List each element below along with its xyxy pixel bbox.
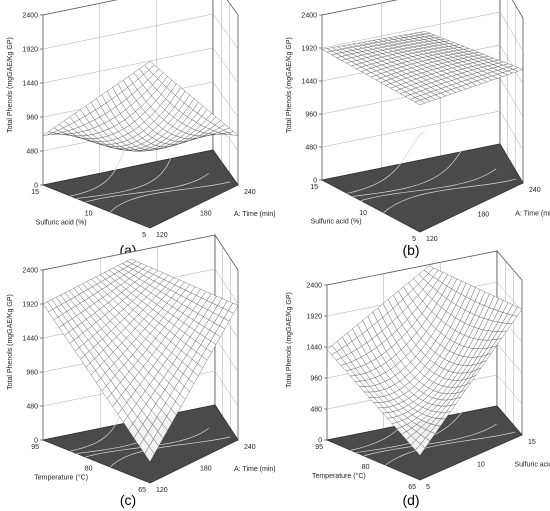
z-tick-label: 960 [305, 112, 317, 119]
floor-contour-plane [320, 143, 524, 233]
x-axis-label: A: Time (min) [515, 210, 550, 217]
contour-line [85, 172, 209, 203]
y-tick-label: 65 [138, 487, 146, 494]
contour-line [383, 178, 516, 213]
z-tick-label: 2400 [22, 268, 38, 275]
y-tick-label: 5 [142, 232, 146, 239]
y-axis-label: Sulfuric acid (%) [311, 218, 362, 225]
y-tick-label: 80 [85, 466, 93, 473]
z-tick-label: 960 [26, 115, 38, 122]
surface-mesh [321, 31, 524, 105]
z-tick-label: 480 [26, 149, 38, 156]
x-tick-label: 120 [156, 232, 168, 239]
x-tick-label: 120 [156, 487, 168, 494]
y-tick-label: 65 [408, 484, 416, 491]
x-axis-label: A: Time (min) [234, 211, 276, 218]
right-back-wall [496, 249, 523, 437]
y-tick-label: 80 [362, 464, 370, 471]
x-axis-label: A: Time (min) [234, 466, 276, 473]
z-tick-label: 1440 [22, 336, 38, 343]
floor-contour-plane [41, 149, 239, 229]
z-tick-label: 1440 [301, 79, 317, 86]
z-tick-label: 480 [310, 407, 322, 414]
x-axis-label: Sulfuric acid (%) [515, 461, 550, 468]
contour-line [363, 423, 497, 457]
y-tick-label: 95 [31, 444, 39, 451]
contour-line [76, 157, 172, 199]
y-axis-label: Temperature (°C) [34, 473, 88, 481]
y-axis-label: Sulfuric acid (%) [36, 219, 87, 226]
contour-line [352, 150, 462, 197]
z-tick-label: 0 [313, 178, 317, 185]
y-tick-label: 5 [412, 236, 416, 243]
x-tick-label: 180 [200, 211, 212, 218]
y-tick-label: 15 [31, 189, 39, 196]
contour-line [385, 431, 516, 466]
surface-chart-a: 0 480 960 1440 1920 2400 Total Phenols (mgGAE/… [7, 0, 276, 258]
surface-cell [512, 67, 524, 72]
x-tick-label: 180 [478, 212, 490, 219]
z-tick-label: 1440 [306, 345, 322, 352]
y-tick-label: 10 [85, 211, 93, 218]
surface-mesh [42, 61, 239, 152]
panel-label: (c) [120, 492, 136, 508]
z-tick-label: 960 [26, 370, 38, 377]
z-tick-label: 2400 [22, 13, 38, 20]
z-tick-label: 1440 [22, 81, 38, 88]
z-tick-label: 480 [26, 404, 38, 411]
x-tick-label: 5 [426, 484, 430, 491]
surface-mesh [42, 258, 239, 463]
panel-label: (b) [402, 242, 419, 258]
z-tick-label: 1920 [22, 302, 38, 309]
x-tick-label: 180 [200, 466, 212, 473]
contour-line [110, 181, 231, 213]
x-tick-label: 240 [244, 189, 256, 196]
z-tick-label: 1920 [22, 47, 38, 54]
surface-cell [228, 302, 239, 314]
z-tick-label: 2400 [306, 283, 322, 290]
surface-chart-b: 0 480 960 1440 1920 2400 Total Phenols (mgGAE/… [286, 0, 550, 258]
z-tick-label: 1920 [306, 314, 322, 321]
x-tick-label: 240 [244, 444, 256, 451]
contour-line [70, 141, 132, 197]
surface-chart-c: 0 480 960 1440 1920 2400 Total Phenols (mgGAE/… [7, 233, 276, 508]
z-tick-label: 0 [34, 438, 38, 445]
z-tick-label: 960 [310, 376, 322, 383]
surface-mesh [326, 265, 523, 456]
surface-cell [227, 131, 239, 136]
y-tick-label: 15 [310, 184, 318, 191]
x-tick-label: 240 [529, 187, 541, 194]
z-tick-label: 480 [305, 145, 317, 152]
z-axis-label: Total Phenols (mgGAE/Kg GP) [286, 37, 293, 133]
y-tick-label: 10 [359, 210, 367, 217]
surface-chart-d: 0 480 960 1440 1920 2400 Total Phenols (mgGAE/… [286, 249, 550, 508]
contour-line [347, 130, 426, 194]
z-axis-label: Total Phenols (mgGAE/Kg GP) [286, 292, 293, 388]
surface-cell [512, 306, 523, 317]
x-tick-label: 120 [426, 236, 438, 243]
x-tick-label: 15 [528, 439, 536, 446]
y-tick-label: 95 [315, 444, 323, 451]
contour-line [360, 168, 497, 201]
panel-label: (d) [402, 492, 419, 508]
z-axis-label: Total Phenols (mgGAE/Kg GP) [7, 294, 14, 390]
x-tick-label: 10 [477, 462, 485, 469]
z-axis-label: Total Phenols (mgGAE/Kg GP) [7, 37, 14, 133]
y-axis-label: Temperature (°C) [312, 472, 366, 480]
z-tick-label: 0 [318, 438, 322, 445]
z-tick-label: 1920 [301, 46, 317, 53]
contour-line [110, 436, 231, 468]
z-tick-label: 0 [34, 183, 38, 190]
z-tick-label: 2400 [301, 13, 317, 20]
